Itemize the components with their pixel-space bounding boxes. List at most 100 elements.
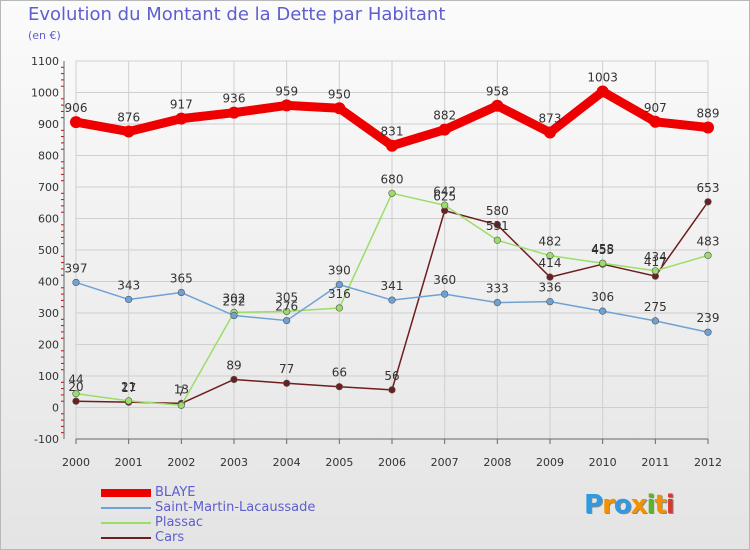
y-tick-label-5: 400 [38, 276, 59, 289]
data-label-1-6: 341 [381, 279, 404, 293]
data-label-1-0: 397 [65, 261, 88, 275]
data-label-2-11: 434 [644, 250, 667, 264]
data-point-1-7 [441, 290, 449, 298]
data-point-2-7 [441, 201, 449, 209]
data-point-0-2 [175, 112, 188, 125]
y-tick-label-1: 0 [52, 402, 59, 415]
data-label-3-4: 77 [279, 362, 294, 376]
data-label-1-9: 336 [539, 281, 562, 295]
x-tick-label-2: 2002 [167, 456, 195, 469]
data-label-2-0: 44 [68, 373, 83, 387]
data-point-1-6 [388, 296, 396, 304]
x-tick-label-4: 2004 [273, 456, 301, 469]
legend-swatch-0 [101, 489, 151, 497]
data-point-0-11 [649, 115, 662, 128]
data-label-2-10: 458 [591, 242, 614, 256]
legend-swatch-2 [101, 522, 151, 524]
x-tick-label-8: 2008 [483, 456, 511, 469]
y-tick-label-0: -100 [34, 433, 59, 446]
x-tick-label-12: 2012 [694, 456, 722, 469]
data-point-0-9 [544, 126, 556, 139]
y-tick-label-3: 200 [38, 339, 59, 352]
data-label-1-7: 360 [433, 273, 456, 287]
data-point-2-10 [599, 259, 607, 267]
data-label-2-7: 642 [433, 184, 456, 198]
axes: -100 0 100 200 300 400 500 600 700 800 900 1000 1100… [31, 55, 722, 469]
data-point-3-6 [388, 386, 396, 394]
data-label-2-6: 680 [381, 172, 404, 186]
data-label-2-9: 482 [539, 235, 562, 249]
data-label-1-3: 292 [223, 295, 246, 309]
data-point-2-5 [335, 304, 343, 312]
data-point-3-0 [72, 397, 80, 405]
data-point-1-8 [493, 299, 501, 307]
data-point-3-4 [283, 379, 291, 387]
data-label-2-5: 316 [328, 287, 351, 301]
data-point-1-3 [230, 311, 238, 320]
x-tick-label-0: 2000 [62, 456, 90, 469]
data-point-3-9 [546, 273, 554, 281]
data-point-1-5 [335, 281, 343, 289]
data-point-0-1 [122, 125, 135, 138]
data-point-1-0 [72, 278, 80, 287]
data-label-2-1: 21 [121, 380, 136, 394]
data-label-0-8: 958 [486, 85, 509, 99]
data-label-3-3: 89 [226, 358, 241, 372]
y-tick-label-8: 700 [38, 181, 59, 194]
data-point-2-2 [177, 401, 185, 409]
data-label-2-2: 7 [178, 384, 186, 398]
data-label-1-11: 275 [644, 300, 667, 314]
data-label-2-3: 302 [223, 291, 246, 305]
series-lines [70, 85, 714, 409]
data-label-1-2: 365 [170, 272, 193, 286]
data-label-2-8: 531 [486, 219, 509, 233]
data-point-1-1 [125, 295, 133, 304]
data-label-3-12: 653 [697, 181, 720, 195]
data-point-0-4 [280, 99, 293, 112]
data-point-2-0 [72, 390, 80, 398]
x-tick-label-7: 2007 [431, 456, 459, 469]
data-label-3-11: 417 [644, 255, 667, 269]
y-tick-label-11: 1000 [31, 87, 59, 100]
y-tick-label-12: 1100 [31, 55, 59, 68]
data-label-0-12: 889 [697, 106, 720, 120]
x-tick-label-5: 2005 [325, 456, 353, 469]
x-tick-label-6: 2006 [378, 456, 406, 469]
data-label-1-12: 239 [697, 311, 720, 325]
data-point-3-8 [493, 221, 501, 229]
data-label-1-5: 390 [328, 264, 351, 278]
data-label-0-3: 936 [223, 92, 246, 106]
x-tick-label-1: 2001 [115, 456, 143, 469]
data-label-0-2: 917 [170, 98, 193, 112]
data-point-1-11 [651, 317, 659, 325]
data-point-0-5 [333, 102, 346, 115]
data-label-3-7: 625 [433, 190, 456, 204]
y-tick-label-7: 600 [38, 213, 59, 226]
x-tick-label-10: 2010 [589, 456, 617, 469]
legend-label-1: Saint-Martin-Lacaussade [155, 500, 316, 515]
data-label-1-10: 306 [591, 290, 614, 304]
x-tick-label-9: 2009 [536, 456, 564, 469]
data-point-3-3 [230, 375, 238, 384]
y-tick-label-4: 300 [38, 307, 59, 320]
data-point-1-10 [599, 307, 607, 315]
data-label-1-4: 276 [275, 300, 298, 314]
data-label-1-1: 343 [117, 278, 140, 292]
data-point-2-6 [388, 189, 396, 197]
data-point-1-9 [546, 298, 554, 306]
data-label-3-8: 580 [486, 204, 509, 218]
data-point-3-12 [704, 198, 712, 206]
data-point-2-9 [546, 252, 554, 260]
data-point-0-3 [228, 106, 240, 119]
data-label-2-12: 483 [697, 234, 720, 248]
proxiti-logo: Proxiti [584, 490, 675, 520]
data-label-0-6: 831 [381, 125, 404, 139]
data-label-0-5: 950 [328, 87, 351, 101]
data-labels: 906 876 917 936 959 950 831 882 958 873 1003 907 889… [65, 71, 720, 399]
data-label-0-0: 906 [65, 101, 88, 115]
data-label-2-4: 305 [275, 290, 298, 304]
data-point-2-11 [651, 267, 659, 275]
data-point-1-12 [704, 328, 712, 336]
